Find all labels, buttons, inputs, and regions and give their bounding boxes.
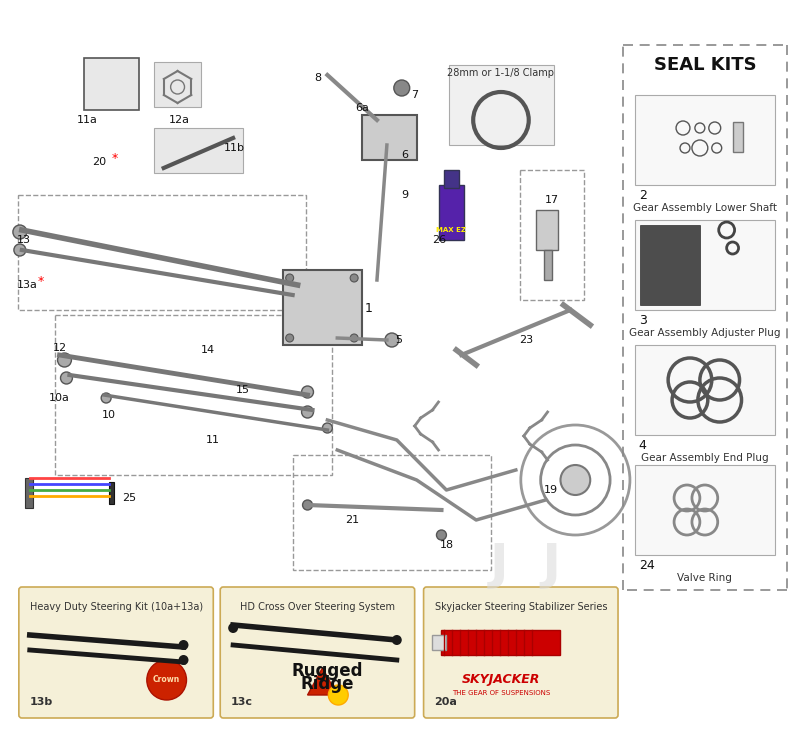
Text: 11b: 11b xyxy=(224,143,245,153)
Text: Rugged: Rugged xyxy=(292,662,363,680)
Text: 17: 17 xyxy=(545,195,558,205)
Text: 12: 12 xyxy=(53,343,66,353)
Circle shape xyxy=(561,465,590,495)
Text: 11a: 11a xyxy=(76,115,98,125)
Polygon shape xyxy=(307,668,338,695)
Circle shape xyxy=(61,372,73,384)
Text: 13: 13 xyxy=(17,235,31,245)
Circle shape xyxy=(101,393,111,403)
Circle shape xyxy=(228,623,238,633)
Polygon shape xyxy=(635,220,774,310)
Text: 10a: 10a xyxy=(49,393,70,403)
Text: 2: 2 xyxy=(639,189,646,202)
Text: 13a: 13a xyxy=(17,280,38,290)
Text: *: * xyxy=(38,275,44,288)
Bar xyxy=(544,250,551,280)
Text: 20a: 20a xyxy=(434,697,458,707)
Circle shape xyxy=(322,423,332,433)
Text: 25: 25 xyxy=(122,493,136,503)
Text: 23: 23 xyxy=(518,335,533,345)
Text: 6a: 6a xyxy=(355,103,369,113)
Text: 4: 4 xyxy=(639,439,646,452)
Text: *: * xyxy=(112,152,118,165)
Text: 20: 20 xyxy=(92,157,106,167)
Text: 18: 18 xyxy=(439,540,454,550)
Text: 10: 10 xyxy=(102,410,116,420)
Circle shape xyxy=(385,333,398,347)
Text: Valve Ring: Valve Ring xyxy=(678,573,732,583)
Bar xyxy=(431,635,446,650)
Polygon shape xyxy=(635,95,774,185)
Circle shape xyxy=(350,274,358,282)
Text: 5: 5 xyxy=(395,335,402,345)
Text: 14: 14 xyxy=(202,345,215,355)
Circle shape xyxy=(14,244,26,256)
Text: Ridge: Ridge xyxy=(301,675,354,693)
Circle shape xyxy=(147,660,186,700)
Text: 26: 26 xyxy=(433,235,446,245)
FancyBboxPatch shape xyxy=(423,587,618,718)
Polygon shape xyxy=(154,128,243,173)
Bar xyxy=(536,210,558,250)
Text: 19: 19 xyxy=(543,485,558,495)
Text: 21: 21 xyxy=(345,515,359,525)
Text: 1: 1 xyxy=(365,301,373,315)
Text: 24: 24 xyxy=(639,559,654,572)
Circle shape xyxy=(286,334,294,342)
Circle shape xyxy=(178,655,189,665)
Bar xyxy=(445,170,459,188)
Bar xyxy=(442,630,561,655)
Circle shape xyxy=(394,80,410,96)
Polygon shape xyxy=(450,65,554,145)
Circle shape xyxy=(437,530,446,540)
Circle shape xyxy=(302,386,314,398)
Circle shape xyxy=(13,225,26,239)
Text: MAX EZ: MAX EZ xyxy=(436,227,466,233)
Text: Skyjacker Steering Stabilizer Series: Skyjacker Steering Stabilizer Series xyxy=(434,602,607,612)
Polygon shape xyxy=(154,62,202,107)
Bar xyxy=(109,482,114,504)
Bar xyxy=(733,122,742,152)
Text: 13c: 13c xyxy=(231,697,253,707)
Text: Gear Assembly Adjuster Plug: Gear Assembly Adjuster Plug xyxy=(629,328,781,338)
Bar xyxy=(25,478,33,508)
Text: 8: 8 xyxy=(314,73,321,83)
Bar xyxy=(439,185,464,240)
Text: Crown: Crown xyxy=(153,675,180,685)
Text: SEAL KITS: SEAL KITS xyxy=(654,56,756,74)
Text: 3: 3 xyxy=(639,314,646,327)
Text: 11: 11 xyxy=(206,435,220,445)
Circle shape xyxy=(286,274,294,282)
Text: Heavy Duty Steering Kit (10a+13a): Heavy Duty Steering Kit (10a+13a) xyxy=(30,602,202,612)
Circle shape xyxy=(302,406,314,418)
Text: 13b: 13b xyxy=(30,697,53,707)
Text: 9: 9 xyxy=(401,190,408,200)
Polygon shape xyxy=(282,270,362,345)
Circle shape xyxy=(58,353,71,367)
Text: SKYJACKER: SKYJACKER xyxy=(462,674,540,686)
Circle shape xyxy=(178,640,189,650)
Text: 7: 7 xyxy=(411,90,418,100)
Circle shape xyxy=(290,275,305,289)
Circle shape xyxy=(392,635,402,645)
FancyBboxPatch shape xyxy=(220,587,414,718)
Polygon shape xyxy=(362,115,417,160)
Text: Gear Assembly Lower Shaft: Gear Assembly Lower Shaft xyxy=(633,203,777,213)
Circle shape xyxy=(328,685,348,705)
Text: 6: 6 xyxy=(402,150,408,160)
Text: 15: 15 xyxy=(236,385,250,395)
Circle shape xyxy=(350,334,358,342)
Text: J  J: J J xyxy=(490,541,562,589)
Polygon shape xyxy=(635,465,774,555)
Text: 28mm or 1-1/8 Clamp: 28mm or 1-1/8 Clamp xyxy=(447,68,554,78)
Bar xyxy=(640,225,700,305)
Text: THE GEAR OF SUSPENSIONS: THE GEAR OF SUSPENSIONS xyxy=(452,690,550,696)
Text: Gear Assembly End Plug: Gear Assembly End Plug xyxy=(641,453,769,463)
Circle shape xyxy=(302,500,313,510)
Polygon shape xyxy=(84,58,139,110)
Text: 12a: 12a xyxy=(169,115,190,125)
FancyBboxPatch shape xyxy=(19,587,214,718)
Polygon shape xyxy=(635,345,774,435)
Text: HD Cross Over Steering System: HD Cross Over Steering System xyxy=(240,602,395,612)
